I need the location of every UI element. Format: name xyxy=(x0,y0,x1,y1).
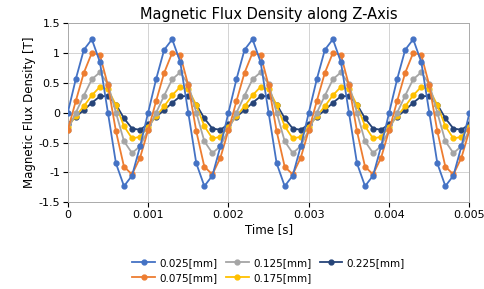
X-axis label: Time [s]: Time [s] xyxy=(244,223,293,236)
0.175[mm] xyxy=(97,85,103,88)
0.175[mm] xyxy=(370,137,376,140)
0.075[mm] xyxy=(458,156,464,160)
0.075[mm] xyxy=(338,53,344,57)
0.125[mm] xyxy=(458,144,464,148)
0.075[mm] xyxy=(194,129,199,133)
0.025[mm] xyxy=(458,144,464,148)
0.025[mm] xyxy=(185,111,191,114)
0.075[mm] xyxy=(362,165,368,168)
0.025[mm] xyxy=(153,77,159,81)
0.225[mm] xyxy=(354,103,360,106)
0.075[mm] xyxy=(161,71,167,75)
0.175[mm] xyxy=(169,94,175,97)
0.125[mm] xyxy=(194,111,199,114)
0.125[mm] xyxy=(346,82,352,86)
Legend: 0.025[mm], 0.075[mm], 0.125[mm], 0.175[mm], 0.225[mm]: 0.025[mm], 0.075[mm], 0.125[mm], 0.175[m… xyxy=(132,258,405,283)
0.125[mm] xyxy=(370,151,376,155)
0.225[mm] xyxy=(185,94,191,98)
0.175[mm] xyxy=(201,125,207,128)
Line: 0.025[mm]: 0.025[mm] xyxy=(65,37,472,188)
0.125[mm] xyxy=(65,128,71,131)
0.075[mm] xyxy=(467,129,472,132)
0.025[mm] xyxy=(201,184,207,188)
0.175[mm] xyxy=(65,125,71,129)
0.125[mm] xyxy=(161,94,167,97)
0.175[mm] xyxy=(210,137,215,140)
0.025[mm] xyxy=(65,111,71,114)
0.225[mm] xyxy=(426,94,432,98)
0.225[mm] xyxy=(330,101,336,105)
0.025[mm] xyxy=(250,38,256,41)
0.225[mm] xyxy=(153,115,159,118)
Line: 0.125[mm]: 0.125[mm] xyxy=(65,70,472,155)
0.025[mm] xyxy=(194,162,199,165)
0.025[mm] xyxy=(370,174,376,177)
0.225[mm] xyxy=(458,128,464,131)
0.075[mm] xyxy=(201,165,207,168)
0.125[mm] xyxy=(97,71,103,74)
0.075[mm] xyxy=(451,173,456,176)
0.125[mm] xyxy=(201,140,207,143)
0.225[mm] xyxy=(65,123,71,126)
0.175[mm] xyxy=(458,135,464,138)
Y-axis label: Magnetic Flux Density [T]: Magnetic Flux Density [T] xyxy=(23,37,36,188)
0.125[mm] xyxy=(467,128,472,131)
0.025[mm] xyxy=(467,111,472,114)
0.225[mm] xyxy=(451,127,456,130)
0.175[mm] xyxy=(129,137,135,140)
0.125[mm] xyxy=(210,151,215,155)
Title: Magnetic Flux Density along Z-Axis: Magnetic Flux Density along Z-Axis xyxy=(140,7,397,22)
0.075[mm] xyxy=(65,129,71,132)
0.225[mm] xyxy=(194,103,199,106)
0.175[mm] xyxy=(467,125,472,129)
Line: 0.075[mm]: 0.075[mm] xyxy=(65,50,472,177)
0.175[mm] xyxy=(346,87,352,91)
0.025[mm] xyxy=(346,111,352,114)
0.225[mm] xyxy=(467,123,472,126)
Line: 0.175[mm]: 0.175[mm] xyxy=(65,84,472,141)
0.075[mm] xyxy=(89,51,95,55)
Line: 0.225[mm]: 0.225[mm] xyxy=(65,93,472,132)
